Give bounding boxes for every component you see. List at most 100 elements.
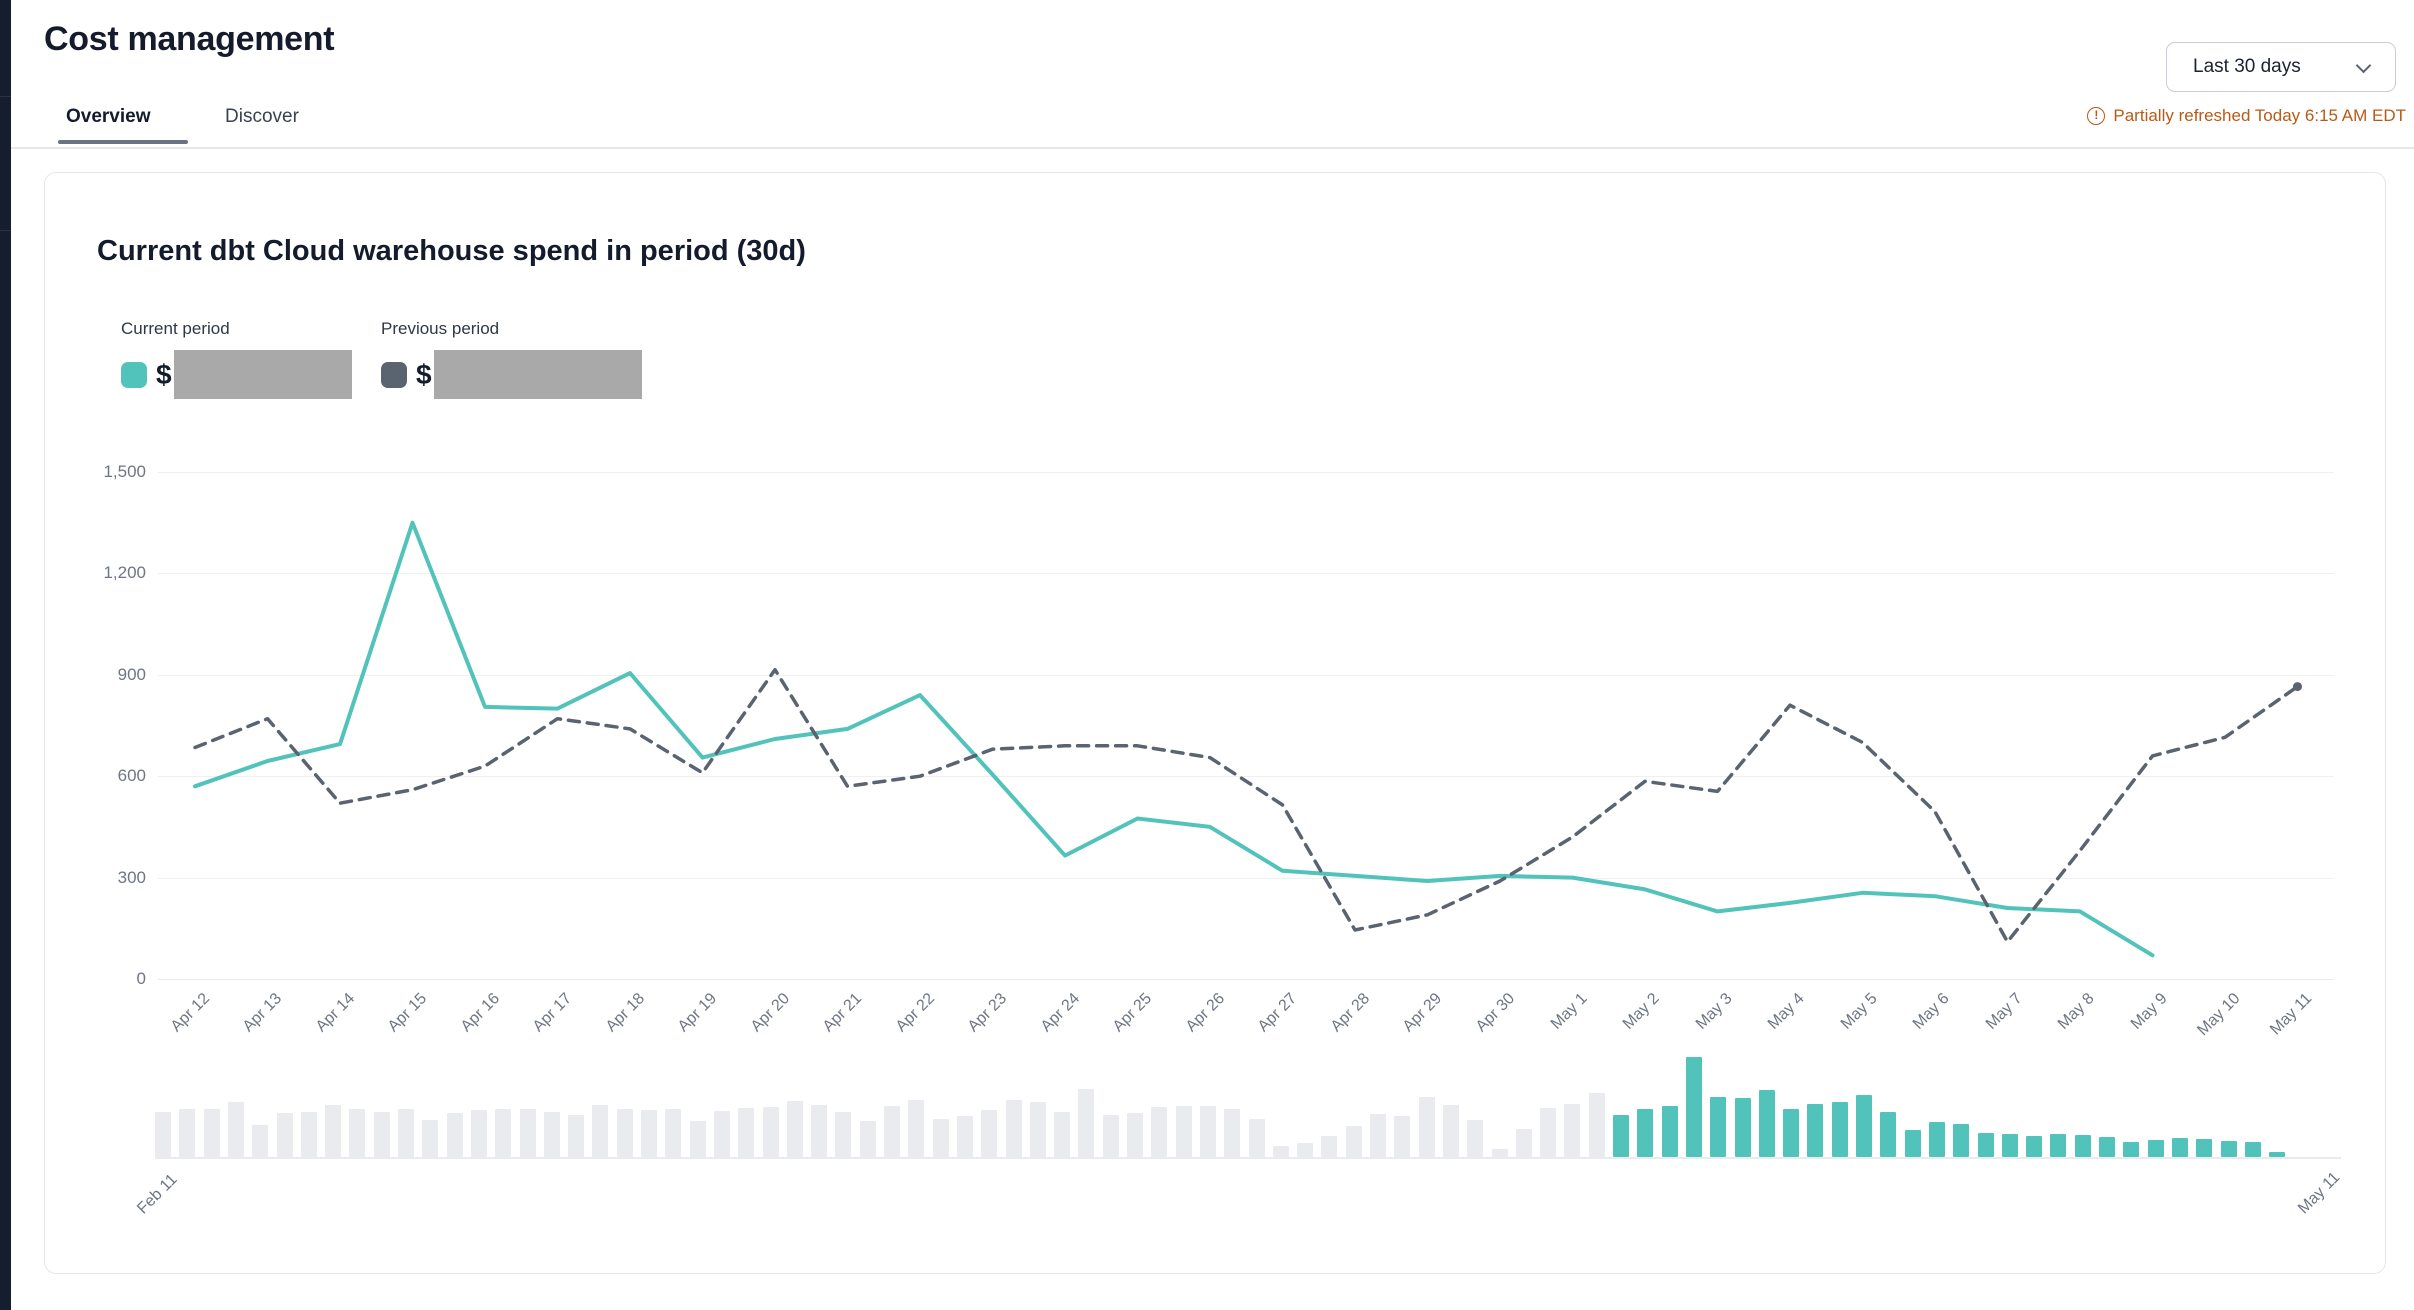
brush-bar — [470, 1110, 487, 1157]
gridline — [158, 979, 2334, 980]
brush-bar — [689, 1120, 706, 1157]
x-axis-label: Apr 27 — [1255, 990, 1301, 1036]
previous-period-value-redacted — [433, 350, 642, 399]
brush-bar — [1977, 1133, 1994, 1157]
x-axis-label: Apr 22 — [892, 990, 939, 1036]
currency-symbol: $ — [416, 358, 432, 390]
brush-bar — [616, 1108, 633, 1157]
previous-period-end-dot — [2293, 682, 2302, 692]
legend-label: Current period — [121, 319, 230, 338]
x-axis-label: Apr 18 — [602, 990, 649, 1036]
brush-bar — [1345, 1125, 1362, 1157]
gridline — [158, 877, 2334, 879]
warning-icon: ! — [2087, 107, 2106, 125]
x-axis-label: Apr 25 — [1110, 990, 1156, 1036]
y-axis-label: 900 — [117, 664, 146, 684]
brush-bar — [1467, 1120, 1484, 1157]
x-axis-label: Apr 21 — [820, 990, 866, 1036]
card-title: Current dbt Cloud warehouse spend in per… — [97, 235, 806, 267]
brush-bar — [641, 1109, 657, 1157]
x-axis-label: Apr 19 — [675, 990, 721, 1036]
brush-bar — [155, 1111, 171, 1157]
brush-bar — [1734, 1097, 1751, 1157]
brush-bar — [1807, 1104, 1824, 1157]
brush-bar — [1199, 1105, 1216, 1157]
x-axis-label: Apr 16 — [457, 990, 504, 1036]
brush-bar — [325, 1105, 342, 1157]
brush-bar — [2074, 1134, 2091, 1157]
y-axis-label: 1,500 — [103, 462, 146, 481]
brush-bar — [1856, 1094, 1872, 1157]
date-range-value: Last 30 days — [2193, 56, 2301, 77]
brush-bar — [1783, 1108, 1800, 1157]
x-axis-label: May 10 — [2193, 990, 2244, 1040]
brush-bar — [495, 1108, 512, 1157]
brush-bar — [884, 1106, 900, 1157]
spend-line-chart[interactable]: 0 300 600 900 1,200 1,500 Apr 12 Apr 13 Apr 14 Ap… — [103, 462, 2334, 1039]
brush-bar — [1224, 1108, 1241, 1157]
refresh-status-text: Partially refreshed Today 6:15 AM EDT — [2113, 106, 2406, 125]
brush-bar — [1248, 1118, 1265, 1157]
brush-bar — [179, 1108, 196, 1157]
gridline — [158, 573, 2334, 575]
x-axis-label: May 11 — [2267, 990, 2316, 1039]
x-axis-label: Apr 13 — [240, 990, 286, 1036]
x-axis-label: Apr 24 — [1037, 990, 1084, 1036]
x-axis-label: Apr 12 — [167, 990, 214, 1036]
gridline — [158, 776, 2334, 778]
sidebar-edge — [0, 0, 11, 1310]
sidebar-seam — [0, 230, 11, 231]
x-axis-label: May 8 — [2055, 990, 2099, 1033]
x-axis-label: May 9 — [2127, 990, 2171, 1033]
spend-card: Current dbt Cloud warehouse spend in per… — [44, 172, 2386, 1274]
brush-bar — [1272, 1146, 1289, 1157]
x-axis-label: May 5 — [1837, 990, 1881, 1033]
brush-bar — [859, 1121, 876, 1157]
brush-bar — [592, 1105, 609, 1157]
current-period-value-redacted — [173, 350, 352, 399]
brush-bar — [1831, 1102, 1848, 1157]
brush-bar — [908, 1100, 925, 1157]
current-period-swatch — [121, 361, 147, 388]
tabbar-divider — [11, 147, 2414, 149]
x-axis-label: Apr 23 — [965, 990, 1011, 1036]
date-range-select[interactable]: Last 30 days — [2166, 42, 2396, 92]
brush-bar — [446, 1113, 463, 1157]
brush-bar — [1588, 1092, 1605, 1157]
brush-bar — [373, 1111, 390, 1157]
brush-bar — [2220, 1141, 2237, 1157]
tab-overview[interactable]: Overview — [66, 106, 151, 127]
brush-bar — [786, 1101, 803, 1157]
y-axis-label: 600 — [117, 766, 146, 786]
y-axis-label: 0 — [136, 969, 146, 988]
tab-discover[interactable]: Discover — [225, 106, 299, 127]
brush-bar — [956, 1115, 973, 1157]
previous-period-line — [193, 667, 2300, 944]
y-axis-label: 1,200 — [103, 563, 146, 583]
x-axis-label: May 1 — [1547, 990, 1591, 1033]
x-axis-label: Apr 14 — [312, 990, 359, 1036]
brush-bar — [1515, 1128, 1532, 1157]
brush-bar — [932, 1118, 949, 1157]
x-axis-label: May 3 — [1692, 990, 1736, 1033]
gridline — [158, 472, 2334, 473]
brush-bar — [2269, 1151, 2286, 1157]
brush-bar — [203, 1108, 220, 1157]
x-axis-label: Apr 28 — [1327, 990, 1374, 1036]
currency-symbol: $ — [156, 358, 172, 390]
x-axis-label: May 4 — [1765, 990, 1809, 1033]
previous-period-swatch — [381, 361, 407, 388]
brush-bar — [2171, 1138, 2188, 1157]
brush-bar — [1637, 1109, 1654, 1157]
brush-bar — [1102, 1114, 1119, 1157]
brush-bar — [2244, 1142, 2261, 1157]
brush-bar — [1370, 1113, 1386, 1157]
brush-bar — [1321, 1135, 1338, 1157]
brush-bar — [665, 1108, 682, 1157]
brush-bar — [300, 1111, 317, 1157]
time-range-brush[interactable]: Feb 11 May 11 — [135, 1049, 2344, 1217]
brush-bar — [981, 1110, 998, 1157]
brush-bar — [1661, 1105, 1678, 1157]
brush-bar — [1880, 1112, 1897, 1157]
brush-bar — [1685, 1057, 1702, 1157]
